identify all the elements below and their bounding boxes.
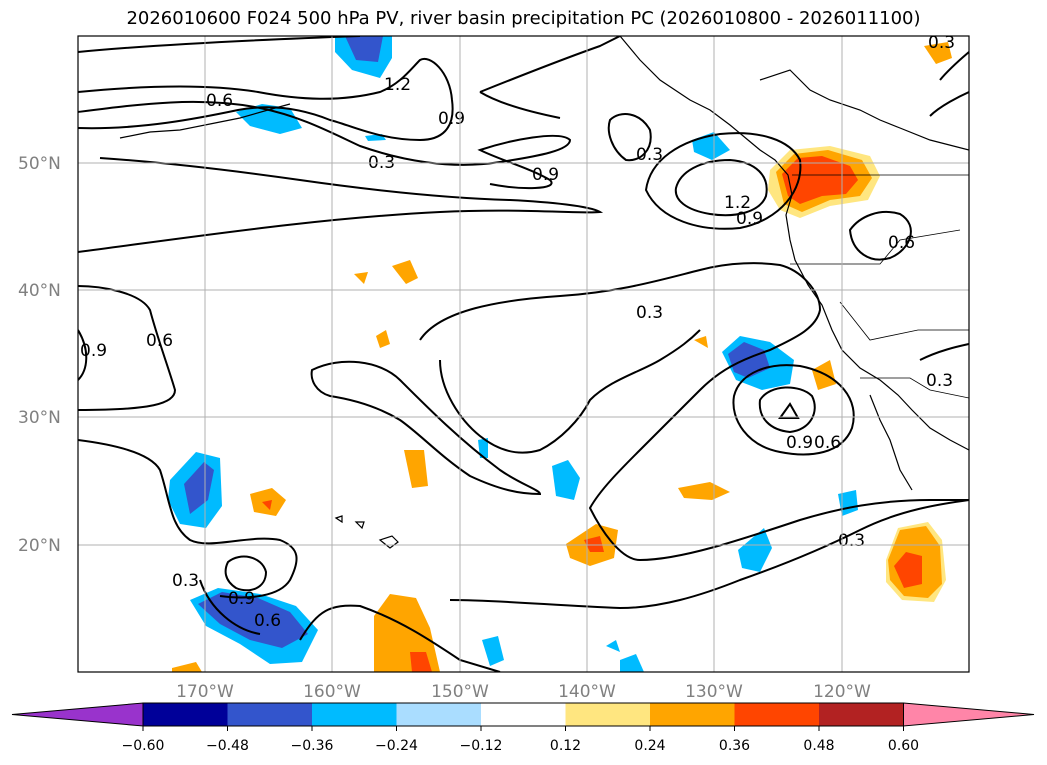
colorbar-tick-label: 0.12 [550, 738, 581, 754]
contour-label: 1.2 [384, 75, 411, 95]
contour-label: 0.9 [80, 341, 107, 361]
colorbar: −0.60 −0.48 −0.36 −0.24 −0.12 0.12 0.24 0.36 0.4… [11, 702, 1035, 754]
colorbar-extend-max [903, 702, 1035, 727]
lon-label: 140°W [558, 682, 616, 702]
contour-label: 0.6 [814, 433, 841, 453]
lon-label: 120°W [813, 682, 871, 702]
colorbar-tick-label: −0.24 [375, 738, 418, 754]
colorbar-segment [481, 703, 566, 726]
colorbar-extend-min [11, 702, 144, 727]
contour-label: 0.3 [172, 571, 199, 591]
contour-labels: 1.2 0.6 0.9 0.3 0.9 0.3 1.2 0.9 0.6 0.3 … [80, 33, 955, 631]
colorbar-tick-label: 0.48 [803, 738, 834, 754]
contour-label: 0.9 [786, 433, 813, 453]
colorbar-segment [143, 703, 228, 726]
graticule [78, 36, 969, 672]
contour-label: 0.9 [228, 589, 255, 609]
contour-label: 0.6 [146, 331, 173, 351]
contour-label: 0.6 [206, 91, 233, 111]
colorbar-segment [650, 703, 735, 726]
shaded-field [168, 36, 952, 672]
map-layer: 1.2 0.6 0.9 0.3 0.9 0.3 1.2 0.9 0.6 0.3 … [78, 33, 969, 672]
contour-label: 0.3 [636, 303, 663, 323]
contour-label: 0.3 [636, 145, 663, 165]
pv-contours [78, 36, 969, 672]
colorbar-frame [142, 702, 904, 727]
colorbar-tick-label: 0.24 [634, 738, 665, 754]
colorbar-tick-label: −0.48 [206, 738, 249, 754]
lon-label: 160°W [303, 682, 361, 702]
lat-label: 40°N [18, 281, 61, 301]
contour-label: 0.3 [928, 33, 955, 53]
lat-label: 20°N [18, 536, 61, 556]
lat-label: 50°N [18, 154, 61, 174]
contour-label: 0.9 [438, 109, 465, 129]
colorbar-segment [396, 703, 482, 726]
lat-label: 30°N [18, 408, 61, 428]
colorbar-segment [565, 703, 651, 726]
colorbar-segment [734, 703, 820, 726]
colorbar-tick-label: −0.36 [291, 738, 334, 754]
colorbar-segment [227, 703, 313, 726]
lat-axis: 50°N 40°N 30°N 20°N [18, 154, 61, 556]
colorbar-tick-label: −0.60 [122, 738, 165, 754]
lon-label: 150°W [431, 682, 489, 702]
map-background [78, 36, 969, 672]
contour-label: 0.3 [926, 371, 953, 391]
colorbar-tick-label: −0.12 [460, 738, 503, 754]
colorbar-tick-label: 0.60 [888, 738, 919, 754]
contour-label: 0.3 [838, 531, 865, 551]
lon-label: 170°W [176, 682, 234, 702]
map-title: 2026010600 F024 500 hPa PV, river basin … [126, 8, 921, 29]
colorbar-segment [819, 703, 904, 726]
contour-label: 0.9 [532, 165, 559, 185]
contour-label: 1.2 [724, 193, 751, 213]
contour-label: 0.6 [254, 611, 281, 631]
lon-axis: 170°W 160°W 150°W 140°W 130°W 120°W [176, 682, 871, 702]
coastline [119, 36, 969, 549]
lon-label: 130°W [685, 682, 743, 702]
contour-label: 0.9 [736, 209, 763, 229]
colorbar-tick-label: 0.36 [719, 738, 750, 754]
map-frame [77, 35, 970, 673]
colorbar-segment [312, 703, 397, 726]
contour-label: 0.6 [888, 233, 915, 253]
